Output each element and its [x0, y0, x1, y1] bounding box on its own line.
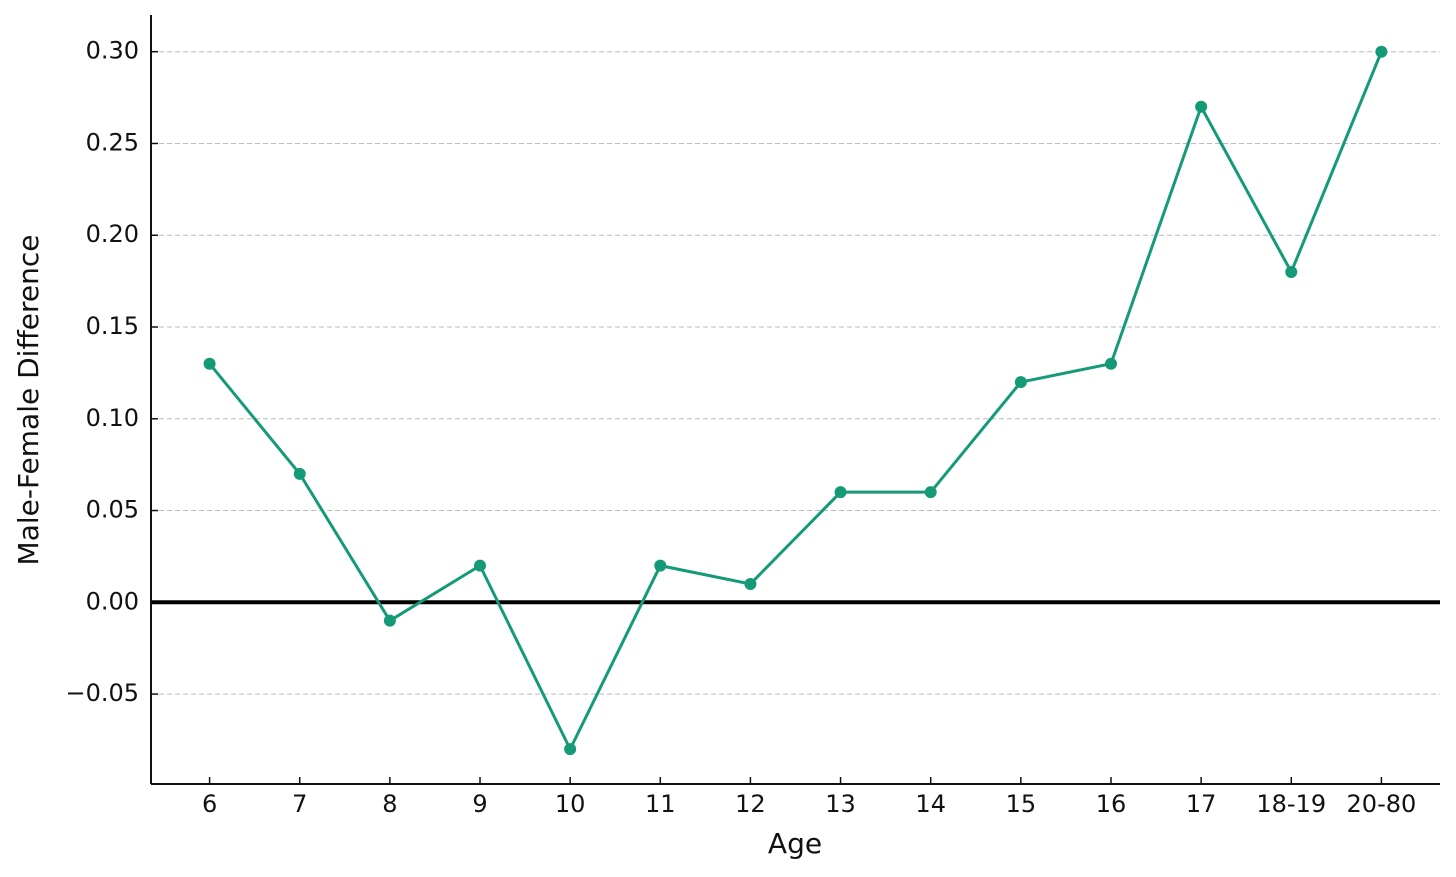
series-line [208, 51, 1383, 753]
data-point [1014, 376, 1027, 389]
data-point [293, 467, 306, 480]
data-point [1195, 100, 1208, 113]
x-tick-label: 8 [382, 790, 397, 818]
x-tick-label: 18-19 [1256, 790, 1326, 818]
y-tick-label: 0.30 [86, 37, 139, 65]
data-point [474, 559, 487, 572]
x-tick-label: 11 [645, 790, 676, 818]
y-tick-label: 0.25 [86, 128, 139, 156]
data-point [924, 486, 937, 499]
x-tick-label: 6 [202, 790, 217, 818]
x-tick-label: 17 [1186, 790, 1217, 818]
y-axis-label: Male-Female Difference [12, 235, 45, 566]
data-point [564, 743, 577, 756]
data-point [744, 577, 757, 590]
y-tick-label: −0.05 [65, 679, 139, 707]
y-tick-label: 0.05 [86, 496, 139, 524]
x-tick-label: 9 [472, 790, 487, 818]
x-axis-label: Age [768, 827, 822, 860]
x-tick-label: 15 [1006, 790, 1037, 818]
x-tick-label: 10 [555, 790, 586, 818]
y-tick-label: 0.00 [86, 587, 139, 615]
data-point [1104, 357, 1117, 370]
x-tick-label: 13 [825, 790, 856, 818]
y-tick-label: 0.10 [86, 404, 139, 432]
data-point [834, 486, 847, 499]
data-point [383, 614, 396, 627]
x-tick-label: 7 [292, 790, 307, 818]
y-tick-label: 0.20 [86, 220, 139, 248]
x-tick-label: 14 [915, 790, 946, 818]
data-point [1285, 265, 1298, 278]
y-tick-label: 0.15 [86, 312, 139, 340]
x-tick-label: 12 [735, 790, 766, 818]
data-point [654, 559, 667, 572]
x-tick-label: 16 [1096, 790, 1127, 818]
x-tick-label: 20-80 [1347, 790, 1417, 818]
data-point [203, 357, 216, 370]
data-point [1375, 45, 1388, 58]
